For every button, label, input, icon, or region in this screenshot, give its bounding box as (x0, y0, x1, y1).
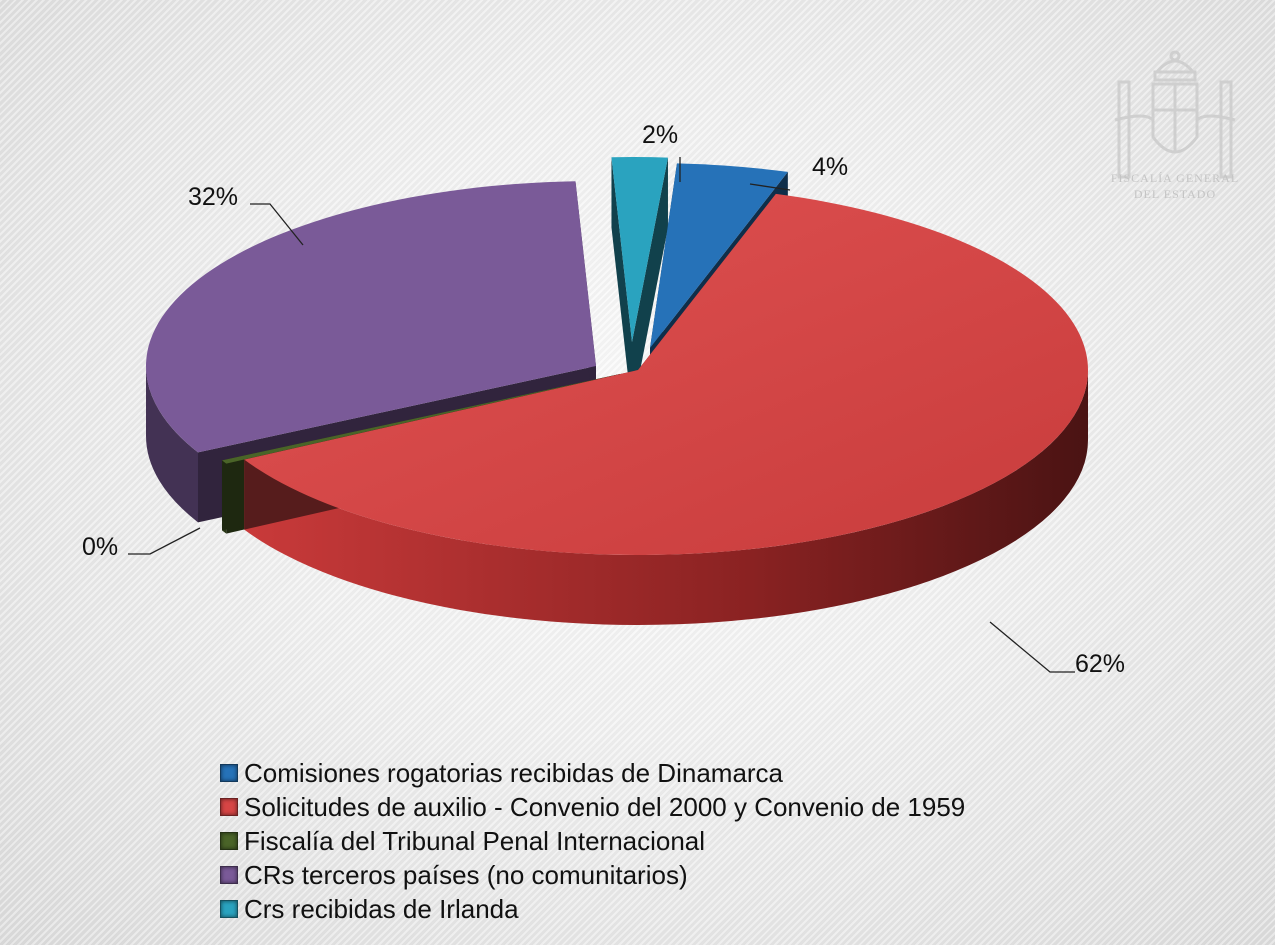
legend-swatch-2 (220, 832, 238, 850)
leader-line-1 (989, 621, 1075, 673)
pie-slice-top-0 (650, 163, 788, 348)
pie-slice-top-2 (221, 374, 621, 464)
watermark-text: FISCALÍA GENERAL DEL ESTADO (1095, 170, 1255, 202)
legend-item-0: Comisiones rogatorias recibidas de Dinam… (220, 756, 965, 790)
pie-slice-4 (611, 157, 668, 412)
pie-slice-top-3 (145, 181, 596, 453)
data-label-1: 62% (1075, 650, 1125, 678)
pie-slice-edge-4 (611, 157, 632, 412)
legend-swatch-0 (220, 764, 238, 782)
legend-label-0: Comisiones rogatorias recibidas de Dinam… (244, 757, 784, 788)
leader-line-0 (749, 183, 791, 191)
data-label-2: 0% (82, 533, 118, 561)
legend-swatch-3 (220, 866, 238, 884)
legend-item-3: CRs terceros países (no comunitarios) (220, 858, 965, 892)
coat-of-arms-icon (1114, 50, 1236, 179)
pie-slice-top-1 (244, 193, 1089, 555)
leader-line-3 (250, 203, 304, 246)
pie-slice-edge-4 (632, 157, 668, 412)
legend-swatch-1 (220, 798, 238, 816)
pie-slice-top-4 (611, 157, 668, 342)
data-label-0: 4% (812, 153, 848, 181)
legend: Comisiones rogatorias recibidas de Dinam… (220, 756, 965, 926)
legend-item-1: Solicitudes de auxilio - Convenio del 20… (220, 790, 965, 824)
legend-label-2: Fiscalía del Tribunal Penal Internaciona… (244, 825, 706, 856)
legend-label-3: CRs terceros países (no comunitarios) (244, 859, 688, 890)
data-label-4: 2% (642, 121, 678, 149)
legend-swatch-4 (220, 900, 238, 918)
watermark-line-2: DEL ESTADO (1133, 187, 1217, 201)
leader-line-2 (128, 527, 201, 555)
watermark-line-1: FISCALÍA GENERAL (1110, 171, 1240, 185)
pie-slice-1 (244, 193, 1089, 626)
data-label-3: 32% (188, 183, 238, 211)
pie-slice-side-1 (244, 370, 1089, 626)
legend-item-2: Fiscalía del Tribunal Penal Internaciona… (220, 824, 965, 858)
legend-item-4: Crs recibidas de Irlanda (220, 892, 965, 926)
legend-label-4: Crs recibidas de Irlanda (244, 893, 519, 924)
legend-label-1: Solicitudes de auxilio - Convenio del 20… (244, 791, 966, 822)
pie-slice-side-3 (146, 366, 198, 523)
